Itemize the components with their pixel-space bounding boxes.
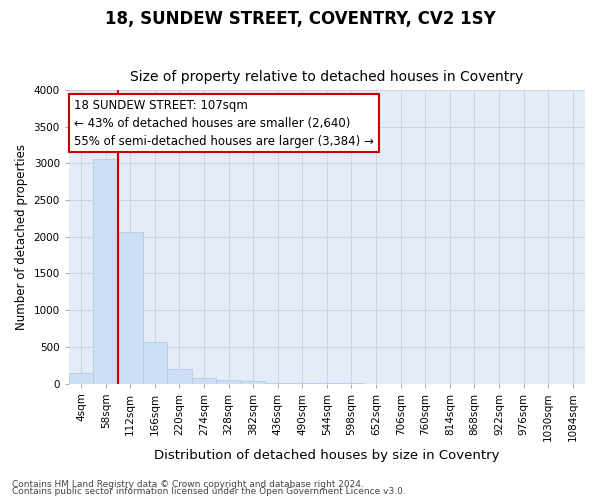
Y-axis label: Number of detached properties: Number of detached properties [15,144,28,330]
Text: Contains public sector information licensed under the Open Government Licence v3: Contains public sector information licen… [12,487,406,496]
Bar [217,380,241,384]
X-axis label: Distribution of detached houses by size in Coventry: Distribution of detached houses by size … [154,450,500,462]
Bar [118,232,143,384]
Text: 18, SUNDEW STREET, COVENTRY, CV2 1SY: 18, SUNDEW STREET, COVENTRY, CV2 1SY [104,10,496,28]
Bar [143,342,167,384]
Text: 18 SUNDEW STREET: 107sqm
← 43% of detached houses are smaller (2,640)
55% of sem: 18 SUNDEW STREET: 107sqm ← 43% of detach… [74,98,374,148]
Bar [265,383,290,384]
Text: Contains HM Land Registry data © Crown copyright and database right 2024.: Contains HM Land Registry data © Crown c… [12,480,364,489]
Bar [167,369,192,384]
Bar [94,159,118,384]
Title: Size of property relative to detached houses in Coventry: Size of property relative to detached ho… [130,70,524,85]
Bar [69,372,94,384]
Bar [241,382,265,384]
Bar [192,378,217,384]
